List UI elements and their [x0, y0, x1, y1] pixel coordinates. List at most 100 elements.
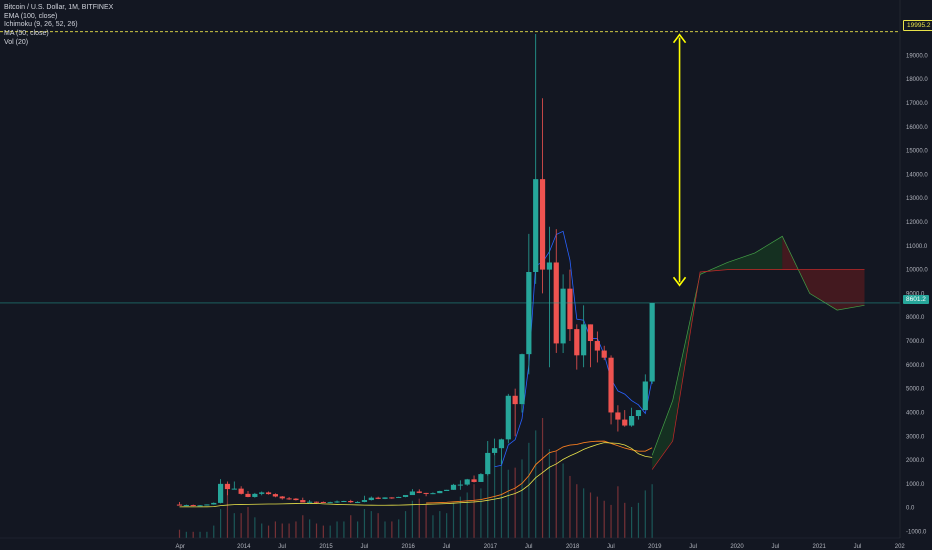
legend-ma[interactable]: MA (50, close) [4, 30, 49, 38]
time-tick: 2020 [730, 544, 744, 550]
ema-line [426, 440, 653, 504]
candle-body [231, 488, 237, 490]
price-tick: 8000.0 [906, 315, 925, 321]
volume-bar [494, 451, 496, 538]
volume-bar [631, 506, 633, 538]
candle-body [478, 474, 484, 482]
volume-bar [261, 523, 263, 538]
price-tick: 5000.0 [906, 387, 925, 393]
price-axis[interactable]: 19000.0 18000.0 17000.0 16000.0 15000.0 14000… [906, 53, 928, 535]
indicator-lines [179, 230, 653, 508]
volume-bar [295, 521, 297, 538]
candle-body [519, 354, 525, 405]
annotation-arrow[interactable] [672, 33, 687, 287]
candle-body [396, 496, 402, 498]
candle-body [320, 501, 326, 503]
time-tick: Jul [771, 544, 779, 550]
candle-body [505, 395, 511, 440]
price-tick: 6000.0 [906, 363, 925, 369]
volume-bar [309, 519, 311, 538]
candle-body [485, 452, 491, 475]
last-price-badge: 8601.2 [903, 295, 929, 304]
price-tick: 0.0 [906, 506, 915, 512]
time-tick: Jul [360, 544, 368, 550]
candle-body [409, 491, 415, 496]
candle-body [608, 357, 614, 413]
price-tick: 7000.0 [906, 339, 925, 345]
price-tick: 18000.0 [906, 77, 928, 83]
volume-bar [185, 531, 187, 538]
volume-bar [178, 529, 181, 538]
candle-body [581, 324, 587, 356]
volume-bar [226, 490, 229, 538]
cloud-green [652, 236, 783, 470]
candle-body [430, 493, 436, 495]
candle-body [649, 302, 655, 382]
volume-bar [466, 492, 468, 538]
candle-body [279, 496, 285, 499]
candle-body [471, 479, 477, 482]
volume-bar [439, 511, 441, 538]
legend-ema[interactable]: EMA (100, close) [4, 12, 58, 20]
candle-body [334, 501, 340, 503]
candle-body [204, 504, 210, 506]
volume-bar [247, 506, 249, 538]
candle-body [635, 410, 642, 417]
candle-body [293, 498, 299, 501]
time-tick: 2017 [484, 544, 498, 550]
price-tick: 12000.0 [906, 220, 928, 226]
legend-vol[interactable]: Vol (20) [4, 38, 29, 46]
candle-body [601, 350, 607, 358]
volume-bar [617, 486, 619, 538]
volume-bar [329, 525, 331, 538]
price-tick: 19000.0 [906, 53, 928, 59]
candle-body [313, 501, 320, 503]
candle-body [574, 329, 580, 356]
volume-bar [541, 418, 544, 538]
candle-body [546, 262, 552, 270]
time-tick: 2016 [402, 544, 416, 550]
price-tick: 10000.0 [906, 268, 928, 274]
candle-body [492, 448, 498, 453]
volume-bar [459, 496, 461, 538]
time-tick: 2019 [648, 544, 662, 550]
time-tick: 2018 [566, 544, 580, 550]
candle-body [560, 288, 566, 344]
candle-body [416, 491, 422, 493]
candle-body [190, 505, 196, 507]
volume-bar [206, 531, 208, 538]
candle-body [629, 416, 635, 426]
volume-bar [315, 523, 318, 538]
candle-body [300, 500, 306, 503]
volume-bar [240, 513, 242, 538]
time-axis[interactable]: Apr 2014 Jul 2015 Jul 2016 Jul 2017 Jul 2018 Jul 20… [176, 544, 906, 550]
price-tick: 9000.0 [906, 291, 925, 297]
volume-bar [384, 521, 386, 538]
volume-bar [213, 525, 215, 538]
volume-bar [343, 521, 345, 538]
senkou-b [651, 269, 865, 470]
volume-bar [473, 484, 475, 538]
volume-bar [446, 513, 448, 538]
legend-ichimoku[interactable]: Ichimoku (9, 26, 52, 26) [4, 21, 78, 29]
time-tick: 202 [895, 544, 906, 550]
candle-body [444, 489, 450, 492]
arrow-head-down [672, 276, 687, 287]
time-tick: 2014 [237, 544, 251, 550]
candle-body [457, 484, 463, 486]
volume-bar [514, 467, 516, 538]
volume-bar [500, 459, 503, 538]
volume-bar [350, 515, 352, 538]
volume-bar [370, 511, 372, 538]
volume-bar [254, 517, 256, 538]
volume-bar [596, 496, 598, 538]
candle-body [512, 395, 518, 405]
volume-bar [404, 511, 407, 538]
candle-body [526, 272, 532, 355]
time-tick: Jul [278, 544, 286, 550]
price-tick: 1000.0 [906, 482, 925, 488]
candle-body [176, 504, 183, 506]
legend-title[interactable]: Bitcoin / U.S. Dollar, 1M, BITFINEX [4, 4, 114, 11]
candle-body [218, 483, 224, 503]
